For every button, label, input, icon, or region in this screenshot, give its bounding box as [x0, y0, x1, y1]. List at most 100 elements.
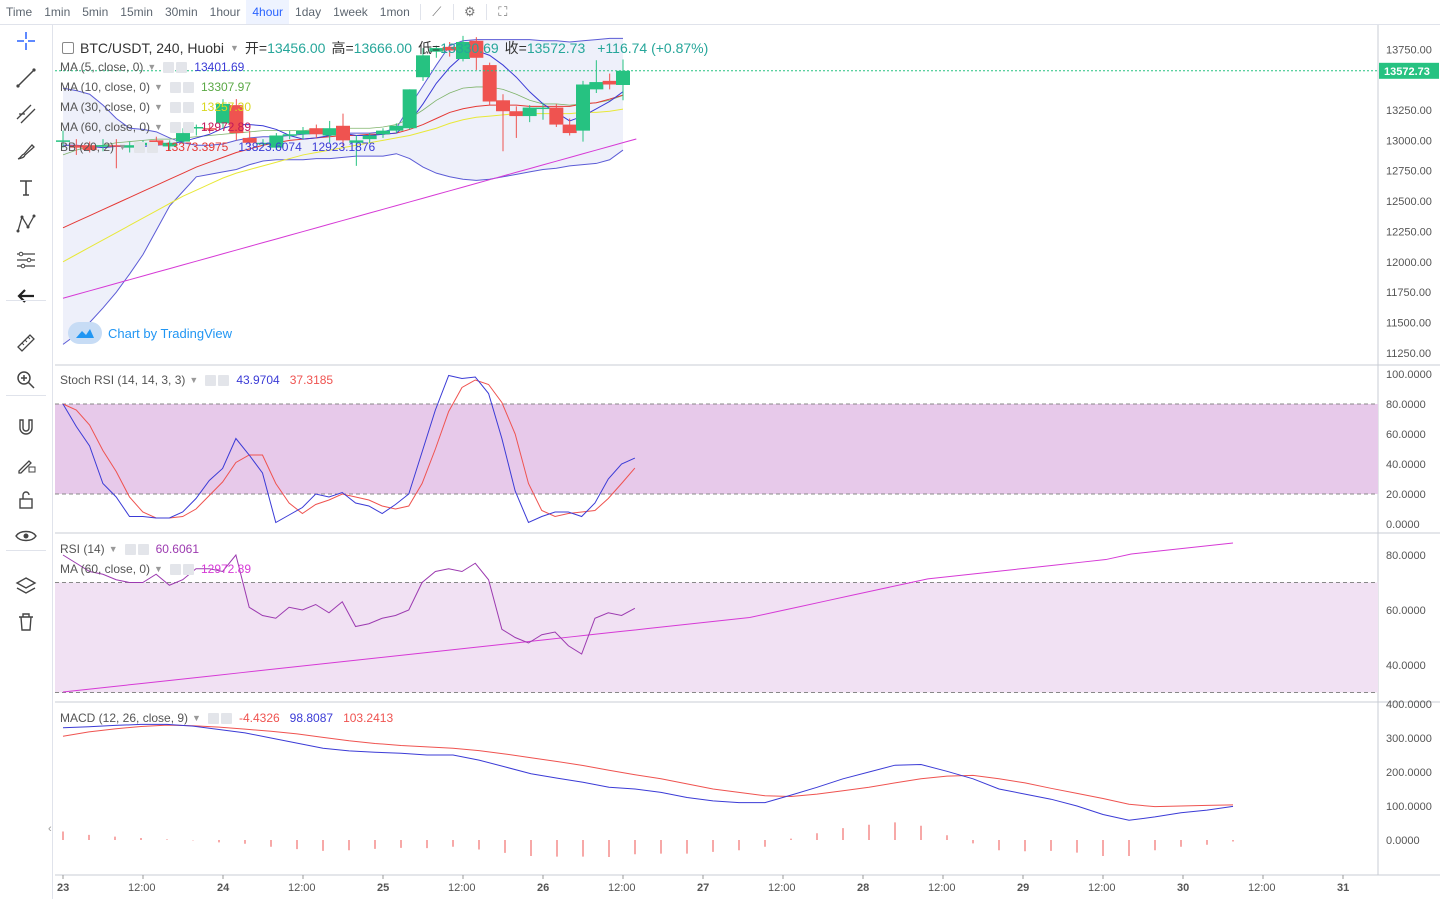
candle-up — [296, 127, 310, 140]
close-icon[interactable] — [182, 81, 194, 93]
tradingview-watermark[interactable]: Chart by TradingView — [68, 322, 232, 344]
close-icon[interactable] — [137, 543, 149, 555]
rsi-band — [55, 582, 1378, 693]
candle-down — [336, 113, 350, 147]
legend-buttons[interactable] — [169, 101, 194, 113]
settings-icon[interactable]: ⚙ — [463, 4, 476, 19]
settings-icon[interactable] — [207, 712, 219, 724]
legend-macd[interactable]: MACD (12, 26, close, 9) ▼ -4.4326 98.8087… — [60, 711, 393, 725]
candle-body — [349, 140, 364, 143]
settings-icon[interactable] — [163, 61, 175, 73]
rsi-tick-label: 40.0000 — [1386, 660, 1426, 672]
trend-line-icon[interactable] — [12, 64, 40, 92]
settings-icon[interactable] — [133, 141, 145, 153]
chevron-down-icon[interactable]: ▼ — [147, 62, 157, 72]
chevron-down-icon[interactable]: ▼ — [154, 564, 163, 574]
settings-icon[interactable] — [169, 563, 181, 575]
settings-icon[interactable] — [169, 101, 181, 113]
legend-ma60[interactable]: MA (60, close, 0) ▼ 12972.89 — [60, 120, 251, 134]
chevron-down-icon[interactable]: ▼ — [154, 102, 163, 112]
time-tick-label: 12:00 — [768, 882, 796, 894]
crosshair-icon[interactable] — [12, 27, 40, 55]
legend-buttons[interactable] — [207, 712, 232, 724]
brush-icon[interactable] — [12, 137, 40, 165]
candle-up — [429, 45, 444, 58]
legend-buttons[interactable] — [169, 563, 194, 575]
candle-body — [56, 140, 70, 142]
candle-body — [82, 145, 97, 151]
legend-rsi-label: RSI (14) — [60, 542, 105, 556]
legend-ma10[interactable]: MA (10, close, 0) ▼ 13307.97 — [60, 80, 251, 94]
timeframe-1mon[interactable]: 1mon — [379, 5, 410, 19]
close-icon[interactable] — [220, 712, 232, 724]
settings-icon[interactable] — [124, 543, 136, 555]
chevron-down-icon[interactable]: ▼ — [229, 43, 239, 53]
measure-lines-icon[interactable] — [12, 246, 40, 274]
timeframe-15min[interactable]: 15min — [120, 5, 153, 19]
fib-icon[interactable] — [12, 100, 40, 128]
legend-buttons[interactable] — [163, 61, 188, 73]
legend-macd-line: 98.8087 — [289, 711, 334, 725]
fullscreen-icon[interactable]: ⛶ — [498, 4, 508, 19]
close-icon[interactable] — [182, 121, 194, 133]
chevron-down-icon[interactable]: ▼ — [108, 544, 118, 554]
candle-body — [189, 127, 204, 129]
line-chart-icon[interactable]: ⟋ — [432, 4, 442, 19]
chevron-down-icon[interactable]: ▼ — [189, 375, 199, 385]
chevron-down-icon[interactable]: ▼ — [154, 82, 163, 92]
chevron-down-icon[interactable]: ▼ — [192, 713, 201, 723]
timeframe-5min[interactable]: 5min — [82, 5, 109, 19]
candle-down — [442, 42, 457, 57]
legend-buttons[interactable] — [169, 81, 194, 93]
timeframe-4hour[interactable]: 4hour — [246, 0, 290, 24]
close-value: 13572.73 — [526, 40, 586, 56]
eye-icon[interactable] — [12, 522, 40, 550]
magnet-icon[interactable] — [12, 414, 40, 442]
lock-draw-icon[interactable] — [12, 450, 40, 478]
legend-ma30-value: 13257.30 — [200, 100, 252, 114]
legend-buttons[interactable] — [133, 141, 158, 153]
close-icon[interactable] — [176, 61, 188, 73]
legend-rsi[interactable]: RSI (14) ▼ 60.6061 — [60, 542, 199, 556]
legend-buttons[interactable] — [205, 374, 230, 386]
symbol-title[interactable]: BTC/USDT, 240, Huobi — [80, 40, 224, 56]
unlock-icon[interactable] — [12, 486, 40, 514]
legend-ma30[interactable]: MA (30, close, 0) ▼ 13257.30 — [60, 100, 251, 114]
legend-ma5[interactable]: MA (5, close, 0) ▼ 13401.69 — [60, 60, 244, 74]
legend-stoch[interactable]: Stoch RSI (14, 14, 3, 3) ▼ 43.9704 37.318… — [60, 373, 333, 387]
close-icon[interactable] — [182, 563, 194, 575]
timeframe-30min[interactable]: 30min — [164, 5, 198, 19]
legend-rsi-ma[interactable]: MA (60, close, 0) ▼ 12972.89 — [60, 562, 251, 576]
timeframe-time[interactable]: Time — [6, 5, 33, 19]
legend-buttons[interactable] — [169, 121, 194, 133]
settings-icon[interactable] — [205, 374, 217, 386]
legend-buttons[interactable] — [124, 543, 149, 555]
trash-icon[interactable] — [12, 608, 40, 636]
ruler-icon[interactable] — [12, 329, 40, 357]
candle-body — [216, 103, 230, 124]
price-tick-label: 13250.00 — [1386, 105, 1432, 117]
timeframe-1week[interactable]: 1week — [333, 5, 368, 19]
collapse-icon[interactable] — [62, 42, 74, 54]
timeframe-1day[interactable]: 1day — [295, 5, 322, 19]
chevron-down-icon[interactable]: ▼ — [154, 122, 163, 132]
candle-down — [82, 141, 97, 153]
legend-bb[interactable]: BB (20, 2) ▼ 13373.3975 13823.6074 12923.… — [60, 140, 375, 154]
timeframe-1min[interactable]: 1min — [44, 5, 71, 19]
settings-icon[interactable] — [169, 81, 181, 93]
layers-icon[interactable] — [12, 572, 40, 600]
candle-up — [189, 124, 204, 136]
text-icon[interactable] — [12, 174, 40, 202]
symbol-header: BTC/USDT, 240, Huobi ▼ 开= 13456.00 高= 1366… — [62, 38, 708, 58]
candle-down — [482, 62, 497, 106]
zoom-icon[interactable] — [12, 366, 40, 394]
settings-icon[interactable] — [169, 121, 181, 133]
chevron-down-icon[interactable]: ▼ — [118, 142, 127, 152]
timeframe-1hour[interactable]: 1hour — [209, 5, 241, 19]
close-icon[interactable] — [218, 374, 230, 386]
candle-body — [269, 135, 284, 148]
close-icon[interactable] — [182, 101, 194, 113]
pattern-icon[interactable] — [12, 210, 40, 238]
close-icon[interactable] — [146, 141, 158, 153]
